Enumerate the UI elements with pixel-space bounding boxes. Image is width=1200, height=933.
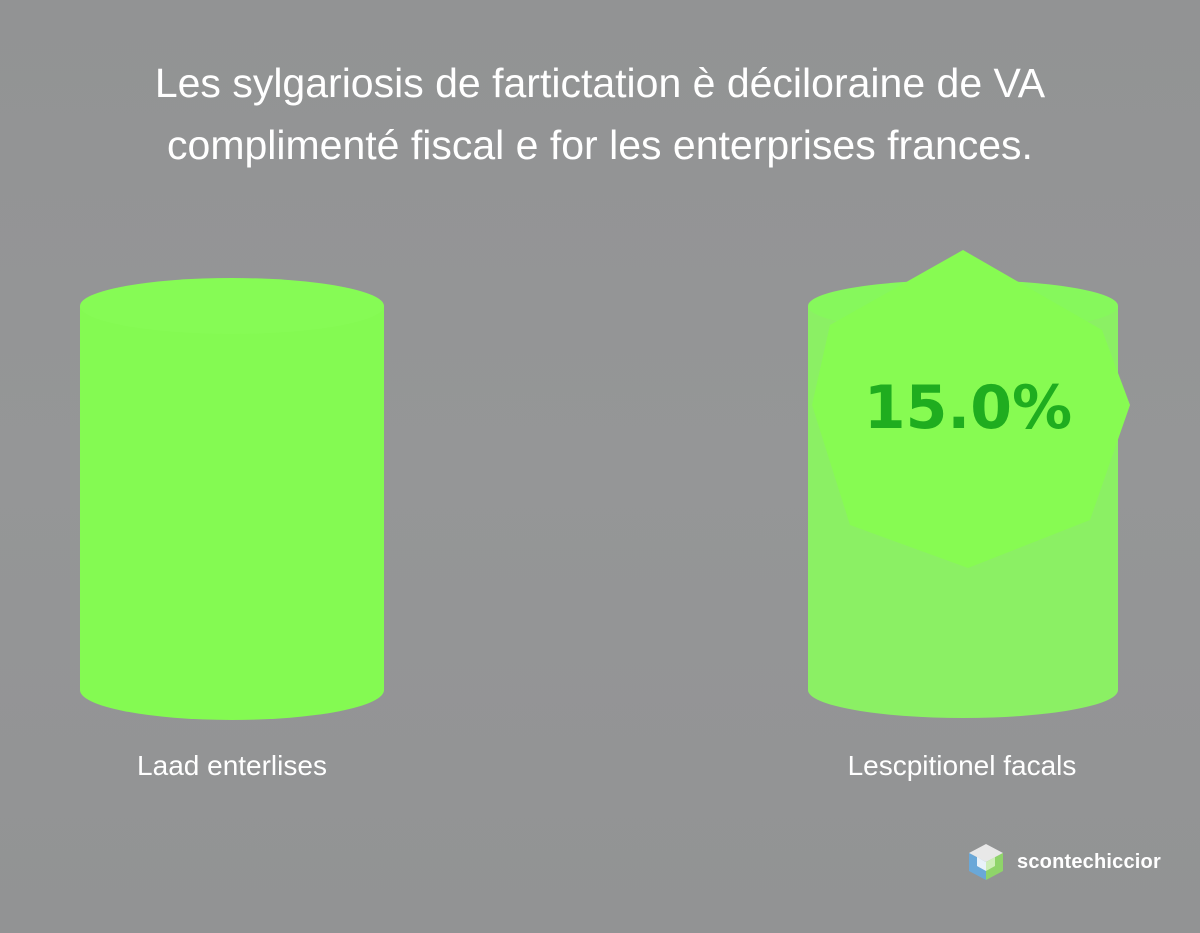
category-label-laad-enterlises: Laad enterlises xyxy=(137,750,327,781)
bar-top xyxy=(80,278,384,334)
bar-lescpitionel-facals: 15.0% xyxy=(808,250,1130,718)
category-label-lescpitionel-facals: Lescpitionel facals xyxy=(847,750,1077,781)
watermark: scontechiccior xyxy=(965,840,1161,884)
chart-title-line-1: Les sylgariosis de fartictation è décilo… xyxy=(154,60,1046,106)
data-label-15-percent: 15.0% xyxy=(864,373,1072,443)
cube-logo-icon xyxy=(969,844,1003,880)
watermark-text: scontechiccior xyxy=(1017,850,1161,873)
bar-body xyxy=(80,306,384,720)
bar-laad-enterlises xyxy=(80,278,384,720)
chart-title: Les sylgariosis de fartictation è décilo… xyxy=(60,52,1140,176)
chart-title-line-2: complimenté fiscal e for les enterprises… xyxy=(167,122,1033,168)
value-badge xyxy=(812,250,1130,568)
